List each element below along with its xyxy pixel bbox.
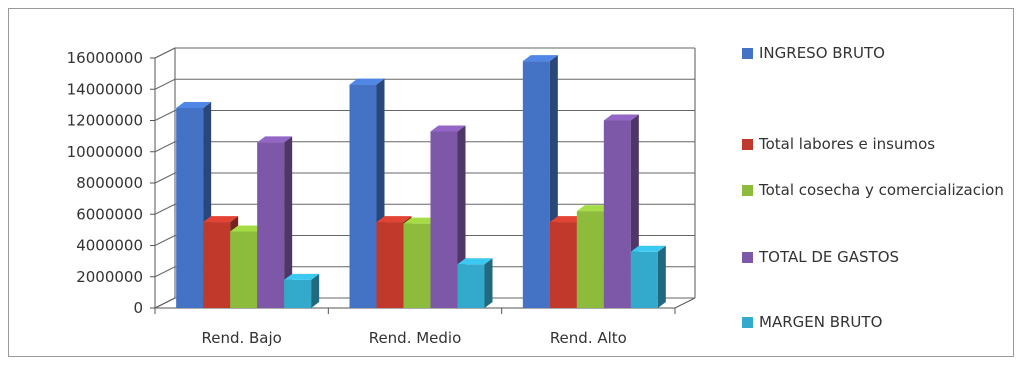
bar-front	[631, 252, 658, 308]
y-tick-label: 16000000	[67, 49, 143, 67]
bar-front	[523, 61, 550, 308]
y-axis-ticks: 0 2000000 4000000 6000000 8000000 10000000 120…	[67, 49, 143, 317]
y-tick-label: 2000000	[76, 268, 143, 286]
bar-front	[577, 211, 604, 308]
y-tick-label: 0	[133, 299, 143, 317]
legend-item: TOTAL DE GASTOS	[742, 247, 1004, 267]
legend-item: INGRESO BRUTO	[742, 43, 1004, 63]
y-tick-label: 14000000	[67, 80, 143, 98]
legend-item: MARGEN BRUTO	[742, 312, 1004, 332]
legend-swatch	[742, 139, 753, 150]
bar-front	[604, 121, 631, 309]
bars	[176, 55, 666, 308]
y-tick-label: 10000000	[67, 143, 143, 161]
bar-front	[230, 231, 257, 308]
x-axis-categories: Rend. Bajo Rend. Medio Rend. Alto	[155, 308, 675, 347]
bar-front	[458, 264, 485, 308]
legend-label: Total cosecha y comercializacion	[759, 180, 1004, 200]
legend-swatch	[742, 48, 753, 59]
bar-front	[377, 222, 404, 308]
bar	[631, 246, 666, 308]
bar-front	[404, 224, 431, 308]
x-category-label: Rend. Alto	[550, 329, 627, 347]
bar-front	[203, 222, 230, 308]
legend-label: INGRESO BRUTO	[759, 43, 1004, 63]
legend-swatch	[742, 252, 753, 263]
x-category-label: Rend. Bajo	[201, 329, 281, 347]
legend-swatch	[742, 185, 753, 196]
bar	[284, 274, 319, 308]
bar-front	[257, 142, 284, 308]
legend-label: TOTAL DE GASTOS	[759, 247, 1004, 267]
bar-front	[284, 280, 311, 308]
x-category-label: Rend. Medio	[369, 329, 462, 347]
bar-side	[311, 274, 319, 308]
bar-front	[431, 131, 458, 308]
y-tick-label: 12000000	[67, 112, 143, 130]
y-tick-label: 8000000	[76, 174, 143, 192]
legend-item: Total labores e insumos	[742, 134, 1004, 154]
legend-label: Total labores e insumos	[759, 134, 1004, 154]
bar-front	[176, 108, 203, 308]
legend: INGRESO BRUTO Total labores e insumos Tota…	[742, 0, 1022, 365]
bar-side	[658, 246, 666, 308]
legend-label: MARGEN BRUTO	[759, 312, 1004, 332]
bar	[458, 258, 493, 308]
bar-front	[350, 85, 377, 308]
bar-front	[550, 222, 577, 308]
y-tick-label: 4000000	[76, 237, 143, 255]
y-tick-label: 6000000	[76, 205, 143, 223]
bar-side	[485, 258, 493, 308]
legend-swatch	[742, 317, 753, 328]
legend-item: Total cosecha y comercializacion	[742, 180, 1004, 200]
